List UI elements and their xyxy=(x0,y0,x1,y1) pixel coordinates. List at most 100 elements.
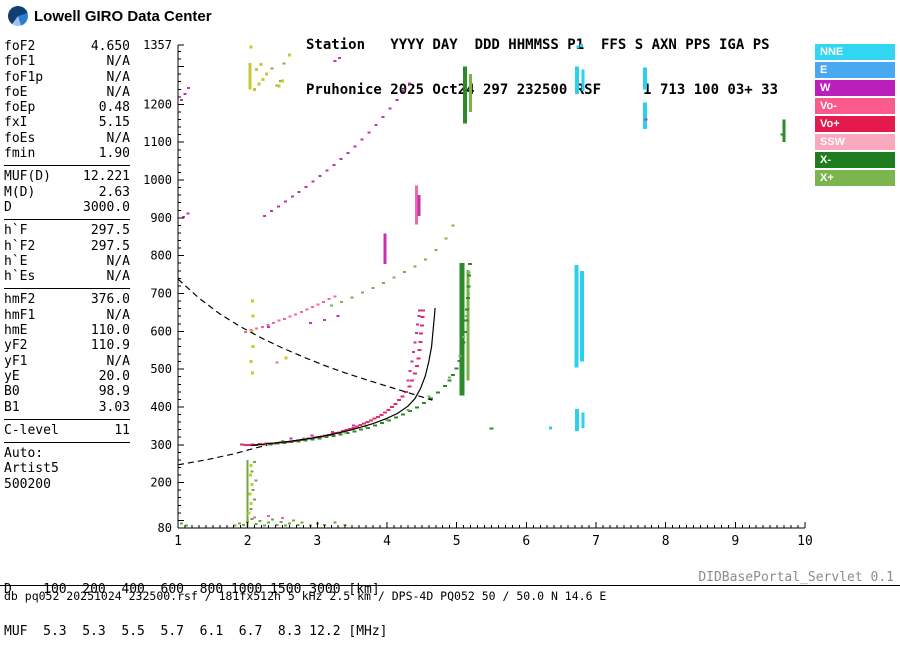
lowell-giro-logo: Lowell GIRO Data Center xyxy=(8,6,212,26)
param-label: fmin xyxy=(4,146,36,162)
svg-text:300: 300 xyxy=(150,438,172,452)
param-label: h`E xyxy=(4,253,28,269)
param-row: h`E N/A xyxy=(4,254,130,269)
station-header-line1: Station YYYY DAY DDD HHMMSS P1 FFS S AXN… xyxy=(306,37,770,53)
svg-text:7: 7 xyxy=(592,534,600,549)
param-row: foE N/A xyxy=(4,85,130,100)
antenna-direction-legend: NNE E W Vo- Vo+ SSW X- X+ xyxy=(815,44,895,188)
ionogram-plot: 1 2 3 4 5 6 7 8 9 10 1357 1200 1100 1000 900 800 700 600 5… xyxy=(143,38,813,549)
status-bar: db pq052 20251024 232500.rsf / 181fx512h… xyxy=(4,589,607,603)
distance-row: D 100 200 400 600 800 1000 1500 3000 [km… xyxy=(4,582,380,597)
param-divider xyxy=(4,442,130,444)
svg-text:3: 3 xyxy=(313,534,321,549)
svg-text:1: 1 xyxy=(174,534,182,549)
param-value: 297.5 xyxy=(90,223,130,239)
param-label: foEs xyxy=(4,130,36,146)
svg-text:8: 8 xyxy=(662,534,670,549)
param-value: 110.9 xyxy=(90,338,130,354)
svg-text:1100: 1100 xyxy=(143,135,172,149)
auto-version: 500200 xyxy=(4,476,51,492)
svg-text:500: 500 xyxy=(150,362,172,376)
logo-text: Lowell GIRO Data Center xyxy=(34,7,212,25)
param-value: 20.0 xyxy=(98,368,130,384)
param-label: foEp xyxy=(4,100,36,116)
param-row: yF2 110.9 xyxy=(4,338,130,353)
svg-text:10: 10 xyxy=(797,534,813,549)
svg-text:1357: 1357 xyxy=(143,38,172,52)
param-label: M(D) xyxy=(4,184,36,200)
svg-text:9: 9 xyxy=(731,534,739,549)
param-label: MUF(D) xyxy=(4,169,51,185)
svg-text:700: 700 xyxy=(150,286,172,300)
param-row: hmF2 376.0 xyxy=(4,292,130,307)
x-axis-labels: 1 2 3 4 5 6 7 8 9 10 xyxy=(174,534,813,549)
param-value: N/A xyxy=(106,353,130,369)
legend-item-X-: X- xyxy=(815,152,895,168)
param-row: fmin 1.90 xyxy=(4,146,130,161)
muf-row: MUF 5.3 5.3 5.5 5.7 6.1 6.7 8.3 12.2 [MH… xyxy=(4,624,388,639)
param-label: C-level xyxy=(4,422,59,438)
param-value: N/A xyxy=(106,130,130,146)
param-label: h`F2 xyxy=(4,238,36,254)
footer-divider xyxy=(0,585,900,586)
param-label: foF1 xyxy=(4,54,36,70)
svg-text:200: 200 xyxy=(150,476,172,490)
svg-text:600: 600 xyxy=(150,324,172,338)
param-value: N/A xyxy=(106,307,130,323)
param-label: fxI xyxy=(4,115,28,131)
servlet-version-label: DIDBasePortal_Servlet 0.1 xyxy=(698,570,894,585)
svg-text:6: 6 xyxy=(522,534,530,549)
param-value: N/A xyxy=(106,69,130,85)
param-value: 110.0 xyxy=(90,323,130,339)
param-label: yF2 xyxy=(4,338,28,354)
param-label: h`F xyxy=(4,223,28,239)
svg-text:800: 800 xyxy=(150,249,172,263)
param-value: 4.650 xyxy=(90,39,130,54)
legend-item-X+: X+ xyxy=(815,170,895,186)
param-label: D xyxy=(4,199,12,215)
param-value: 1.90 xyxy=(98,146,130,162)
echo-points xyxy=(179,43,786,528)
param-divider xyxy=(4,418,130,420)
legend-item-Vo-: Vo- xyxy=(815,98,895,114)
param-row: MUF(D) 12.221 xyxy=(4,169,130,184)
profile-curves xyxy=(177,278,436,466)
legend-item-SSW: SSW xyxy=(815,134,895,150)
param-value: N/A xyxy=(106,269,130,285)
parameter-groups: foF2 4.650 foF1 N/A foF1p N/A foE N/A foEp 0.48 fx… xyxy=(4,39,130,444)
param-row: D 3000.0 xyxy=(4,200,130,215)
param-value: 297.5 xyxy=(90,238,130,254)
param-label: hmF2 xyxy=(4,292,36,308)
param-row: yE 20.0 xyxy=(4,369,130,384)
param-row: h`Es N/A xyxy=(4,269,130,284)
svg-text:900: 900 xyxy=(150,211,172,225)
param-label: yE xyxy=(4,368,20,384)
param-row: hmE 110.0 xyxy=(4,323,130,338)
param-label: foE xyxy=(4,84,28,100)
param-row: B0 98.9 xyxy=(4,384,130,399)
param-row: fxI 5.15 xyxy=(4,115,130,130)
y-axis-labels: 1357 1200 1100 1000 900 800 700 600 500 400 300 200… xyxy=(143,38,172,535)
svg-text:4: 4 xyxy=(383,534,391,549)
param-value: 3.03 xyxy=(98,399,130,415)
param-value: N/A xyxy=(106,253,130,269)
param-value: 5.15 xyxy=(98,115,130,131)
param-label: h`Es xyxy=(4,269,36,285)
param-value: 3000.0 xyxy=(83,199,130,215)
param-divider xyxy=(4,219,130,221)
auto-label: Auto: xyxy=(4,446,44,462)
param-row: foEs N/A xyxy=(4,131,130,146)
param-label: yF1 xyxy=(4,353,28,369)
param-value: N/A xyxy=(106,54,130,70)
param-label: foF2 xyxy=(4,39,36,54)
param-label: hmF1 xyxy=(4,307,36,323)
param-value: 0.48 xyxy=(98,100,130,116)
param-row: foF1 N/A xyxy=(4,54,130,69)
param-row: C-level 11 xyxy=(4,423,130,438)
legend-item-NNE: NNE xyxy=(815,44,895,60)
param-label: B1 xyxy=(4,399,20,415)
svg-text:1000: 1000 xyxy=(143,173,172,187)
param-row: h`F 297.5 xyxy=(4,223,130,238)
auto-program: Artist5 xyxy=(4,461,59,477)
param-label: hmE xyxy=(4,323,28,339)
